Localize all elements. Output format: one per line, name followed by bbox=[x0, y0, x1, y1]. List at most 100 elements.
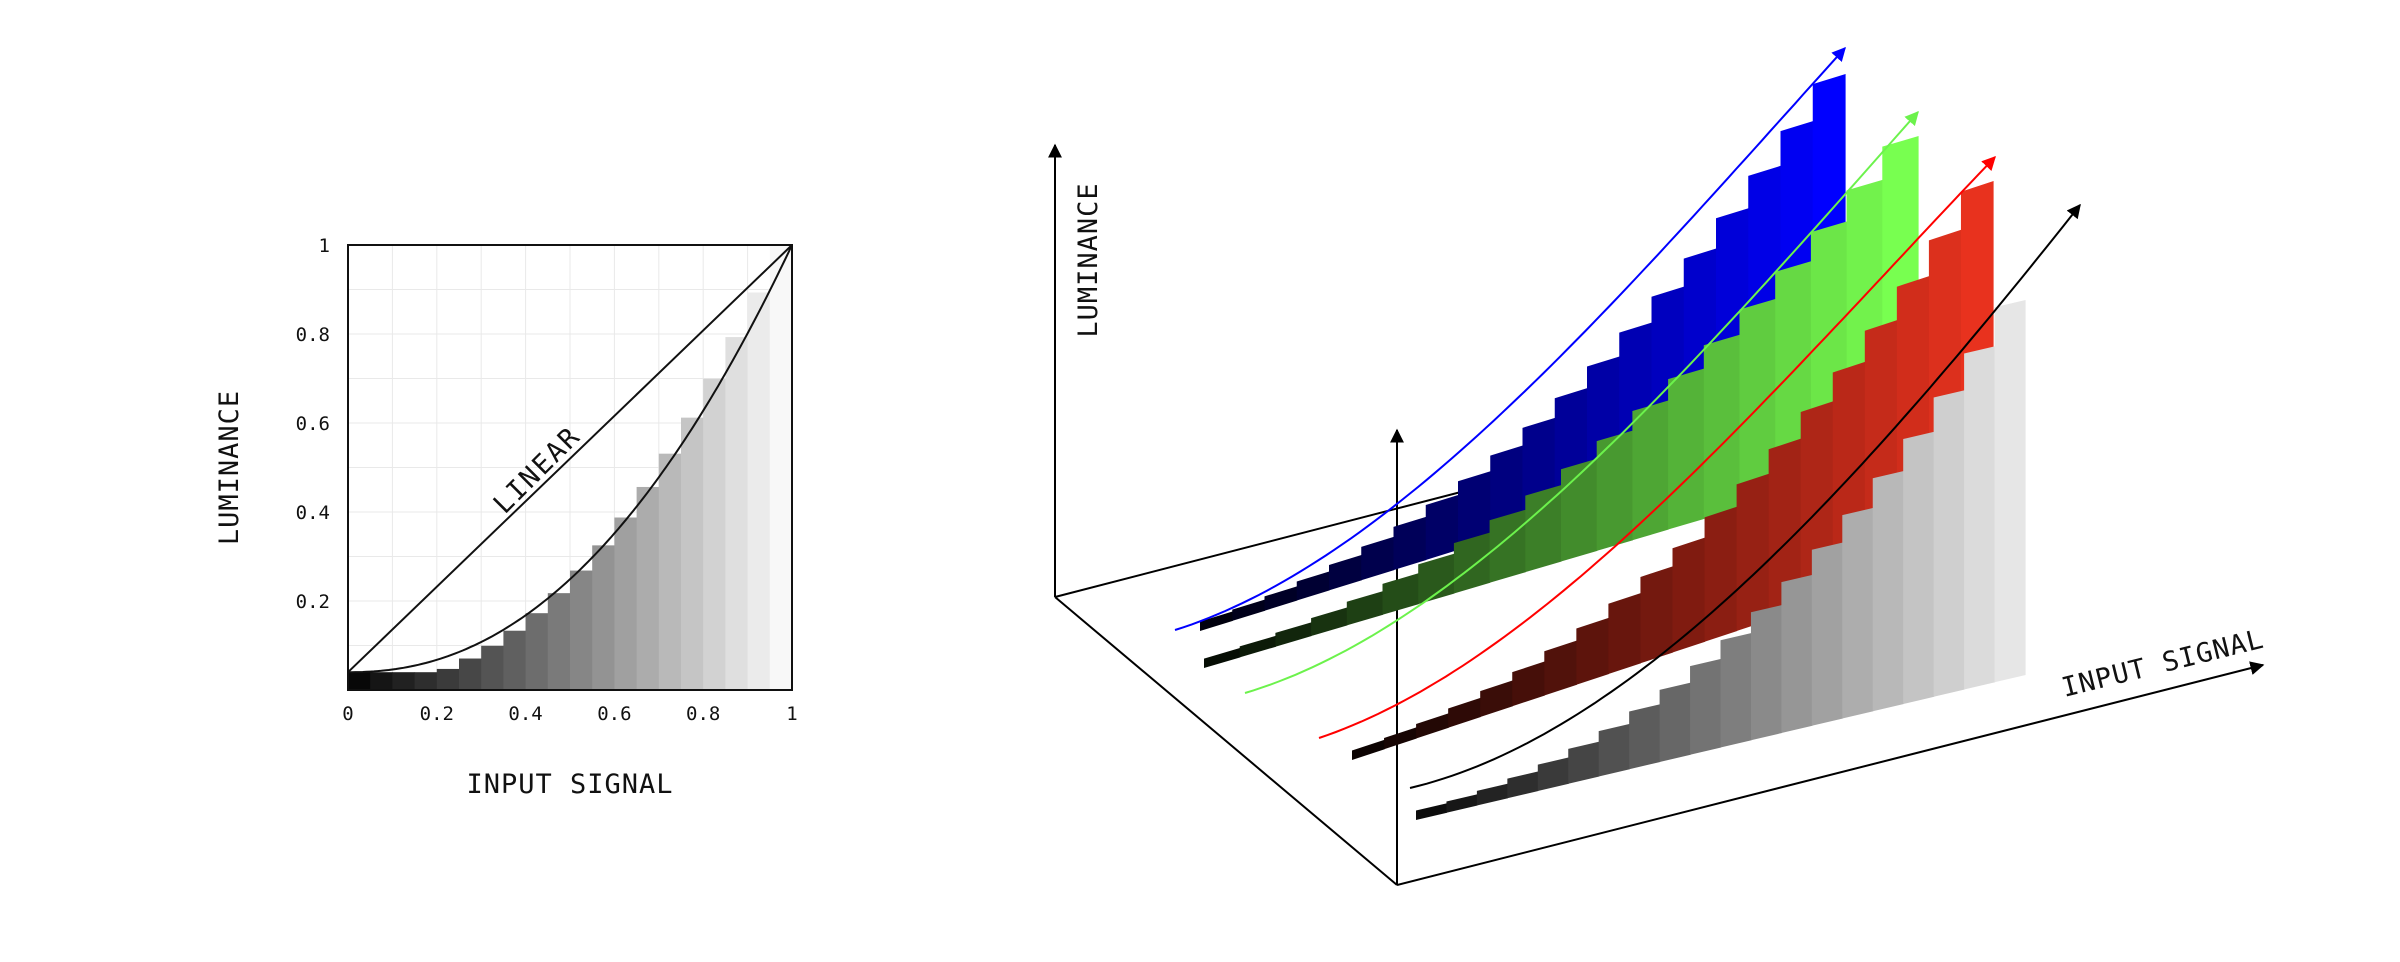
y-axis-title: LUMINANCE bbox=[214, 390, 245, 545]
green-bar bbox=[1418, 553, 1455, 605]
green-bar bbox=[1346, 591, 1384, 626]
gamma-curve-chart: LINEAR 0 0.2 0.4 0.6 0.8 1 0.2 0.4 0.6 0.8 1 INPU… bbox=[214, 235, 798, 800]
x-tick-label: 0.2 bbox=[420, 703, 454, 725]
gray-bar bbox=[1842, 507, 1874, 719]
green-curve bbox=[1244, 110, 1919, 694]
rgb-perspective-view: INPUT SIGNAL LUMINANCE bbox=[1048, 46, 2267, 886]
back-base-edge bbox=[1054, 477, 1516, 598]
gray-curve bbox=[1409, 203, 2081, 789]
gray-bar bbox=[481, 645, 504, 690]
blue-curve bbox=[1174, 46, 1846, 631]
gray-bar bbox=[592, 545, 615, 690]
depth-edge bbox=[1054, 596, 1398, 886]
gray-bar bbox=[1568, 741, 1600, 784]
gray-bar bbox=[614, 517, 638, 690]
red-bar bbox=[1576, 617, 1609, 685]
gray-bar bbox=[1933, 390, 1965, 697]
gamma-curve bbox=[348, 244, 793, 674]
x-tick-label: 1 bbox=[786, 703, 797, 725]
x-tick-labels: 0 0.2 0.4 0.6 0.8 1 bbox=[342, 703, 797, 725]
red-bar bbox=[1640, 566, 1674, 664]
green-bar bbox=[1596, 430, 1633, 551]
x-tick-label: 0.8 bbox=[686, 703, 720, 725]
gray-bar bbox=[1629, 704, 1661, 770]
red-bar bbox=[1704, 506, 1738, 642]
gray-bar bbox=[436, 668, 460, 690]
blue-bar bbox=[1200, 611, 1233, 631]
gray-bar bbox=[1416, 803, 1448, 820]
perspective-axes bbox=[1048, 143, 2265, 886]
gray-bar bbox=[1507, 771, 1539, 799]
y-tick-labels: 0.2 0.4 0.6 0.8 1 bbox=[296, 235, 330, 613]
gray-bar bbox=[570, 570, 593, 690]
gray-bar bbox=[525, 613, 549, 690]
green-bar bbox=[1525, 485, 1562, 573]
perspective-y-axis-title: LUMINANCE bbox=[1073, 182, 1104, 337]
gray-bar bbox=[1659, 682, 1691, 762]
green-bar bbox=[1204, 647, 1241, 668]
linear-reference-line bbox=[347, 244, 793, 673]
green-bar bbox=[1668, 368, 1705, 530]
gray-bar bbox=[547, 593, 571, 690]
blue-bar bbox=[1329, 554, 1362, 591]
plot-frame bbox=[347, 244, 793, 691]
x-tick-label: 0.4 bbox=[508, 703, 542, 725]
y-tick-label: 0.6 bbox=[296, 413, 330, 435]
blue-bar bbox=[1393, 516, 1427, 571]
red-bar bbox=[1480, 680, 1513, 717]
gray-bar bbox=[725, 337, 749, 690]
red-bar bbox=[1768, 438, 1802, 621]
blue-bar bbox=[1458, 471, 1491, 550]
blue-bar bbox=[1425, 494, 1459, 560]
gray-bar bbox=[1781, 574, 1813, 733]
gray-bar bbox=[503, 630, 527, 690]
gray-bar bbox=[1994, 300, 2026, 683]
gray-bar bbox=[681, 417, 704, 690]
gray-bar bbox=[1750, 605, 1782, 741]
red-bar bbox=[1416, 713, 1449, 739]
green-channel-ramp bbox=[1204, 110, 1919, 694]
gray-bar bbox=[459, 658, 482, 690]
gray-bar bbox=[1476, 783, 1508, 806]
gray-bar bbox=[769, 245, 793, 690]
green-bar bbox=[1311, 607, 1348, 637]
gray-bar bbox=[1720, 633, 1752, 748]
red-bar bbox=[1448, 697, 1481, 728]
gray-bar bbox=[1690, 658, 1722, 755]
linear-label: LINEAR bbox=[488, 421, 587, 520]
green-bar bbox=[1239, 635, 1276, 658]
gray-bar bbox=[1598, 723, 1630, 777]
blue-bar bbox=[1264, 586, 1298, 611]
gray-channel-ramp bbox=[1409, 203, 2081, 820]
x-tick-label: 0 bbox=[342, 703, 353, 725]
gray-bar bbox=[636, 486, 660, 690]
y-tick-label: 1 bbox=[319, 235, 330, 257]
red-bar bbox=[1352, 739, 1385, 760]
gray-bar bbox=[370, 672, 393, 690]
green-bar bbox=[1632, 400, 1669, 541]
green-bar bbox=[1739, 298, 1776, 509]
red-curve bbox=[1318, 155, 1996, 739]
input-signal-axis bbox=[1396, 661, 2265, 886]
perspective-x-axis-title: INPUT SIGNAL bbox=[2059, 624, 2267, 704]
green-bar bbox=[1703, 334, 1741, 519]
x-tick-label: 0.6 bbox=[597, 703, 631, 725]
red-bar bbox=[1384, 727, 1417, 750]
blue-bar bbox=[1361, 536, 1395, 581]
red-bar bbox=[1544, 640, 1577, 696]
y-tick-label: 0.4 bbox=[296, 502, 330, 524]
red-bar bbox=[1672, 537, 1706, 653]
gray-ramp-bars bbox=[348, 245, 793, 690]
gray-bar bbox=[1964, 346, 1996, 690]
green-bar bbox=[1382, 573, 1419, 615]
gray-bar bbox=[703, 378, 726, 690]
gray-bar bbox=[747, 292, 771, 690]
channel-ramps bbox=[1174, 46, 2081, 820]
blue-bar bbox=[1296, 571, 1330, 601]
gray-bar bbox=[414, 672, 438, 690]
red-bar bbox=[1736, 473, 1770, 631]
gray-bar bbox=[1903, 431, 1935, 704]
gray-bar bbox=[392, 672, 416, 690]
green-bar bbox=[1275, 622, 1312, 647]
red-bar bbox=[1512, 661, 1545, 707]
